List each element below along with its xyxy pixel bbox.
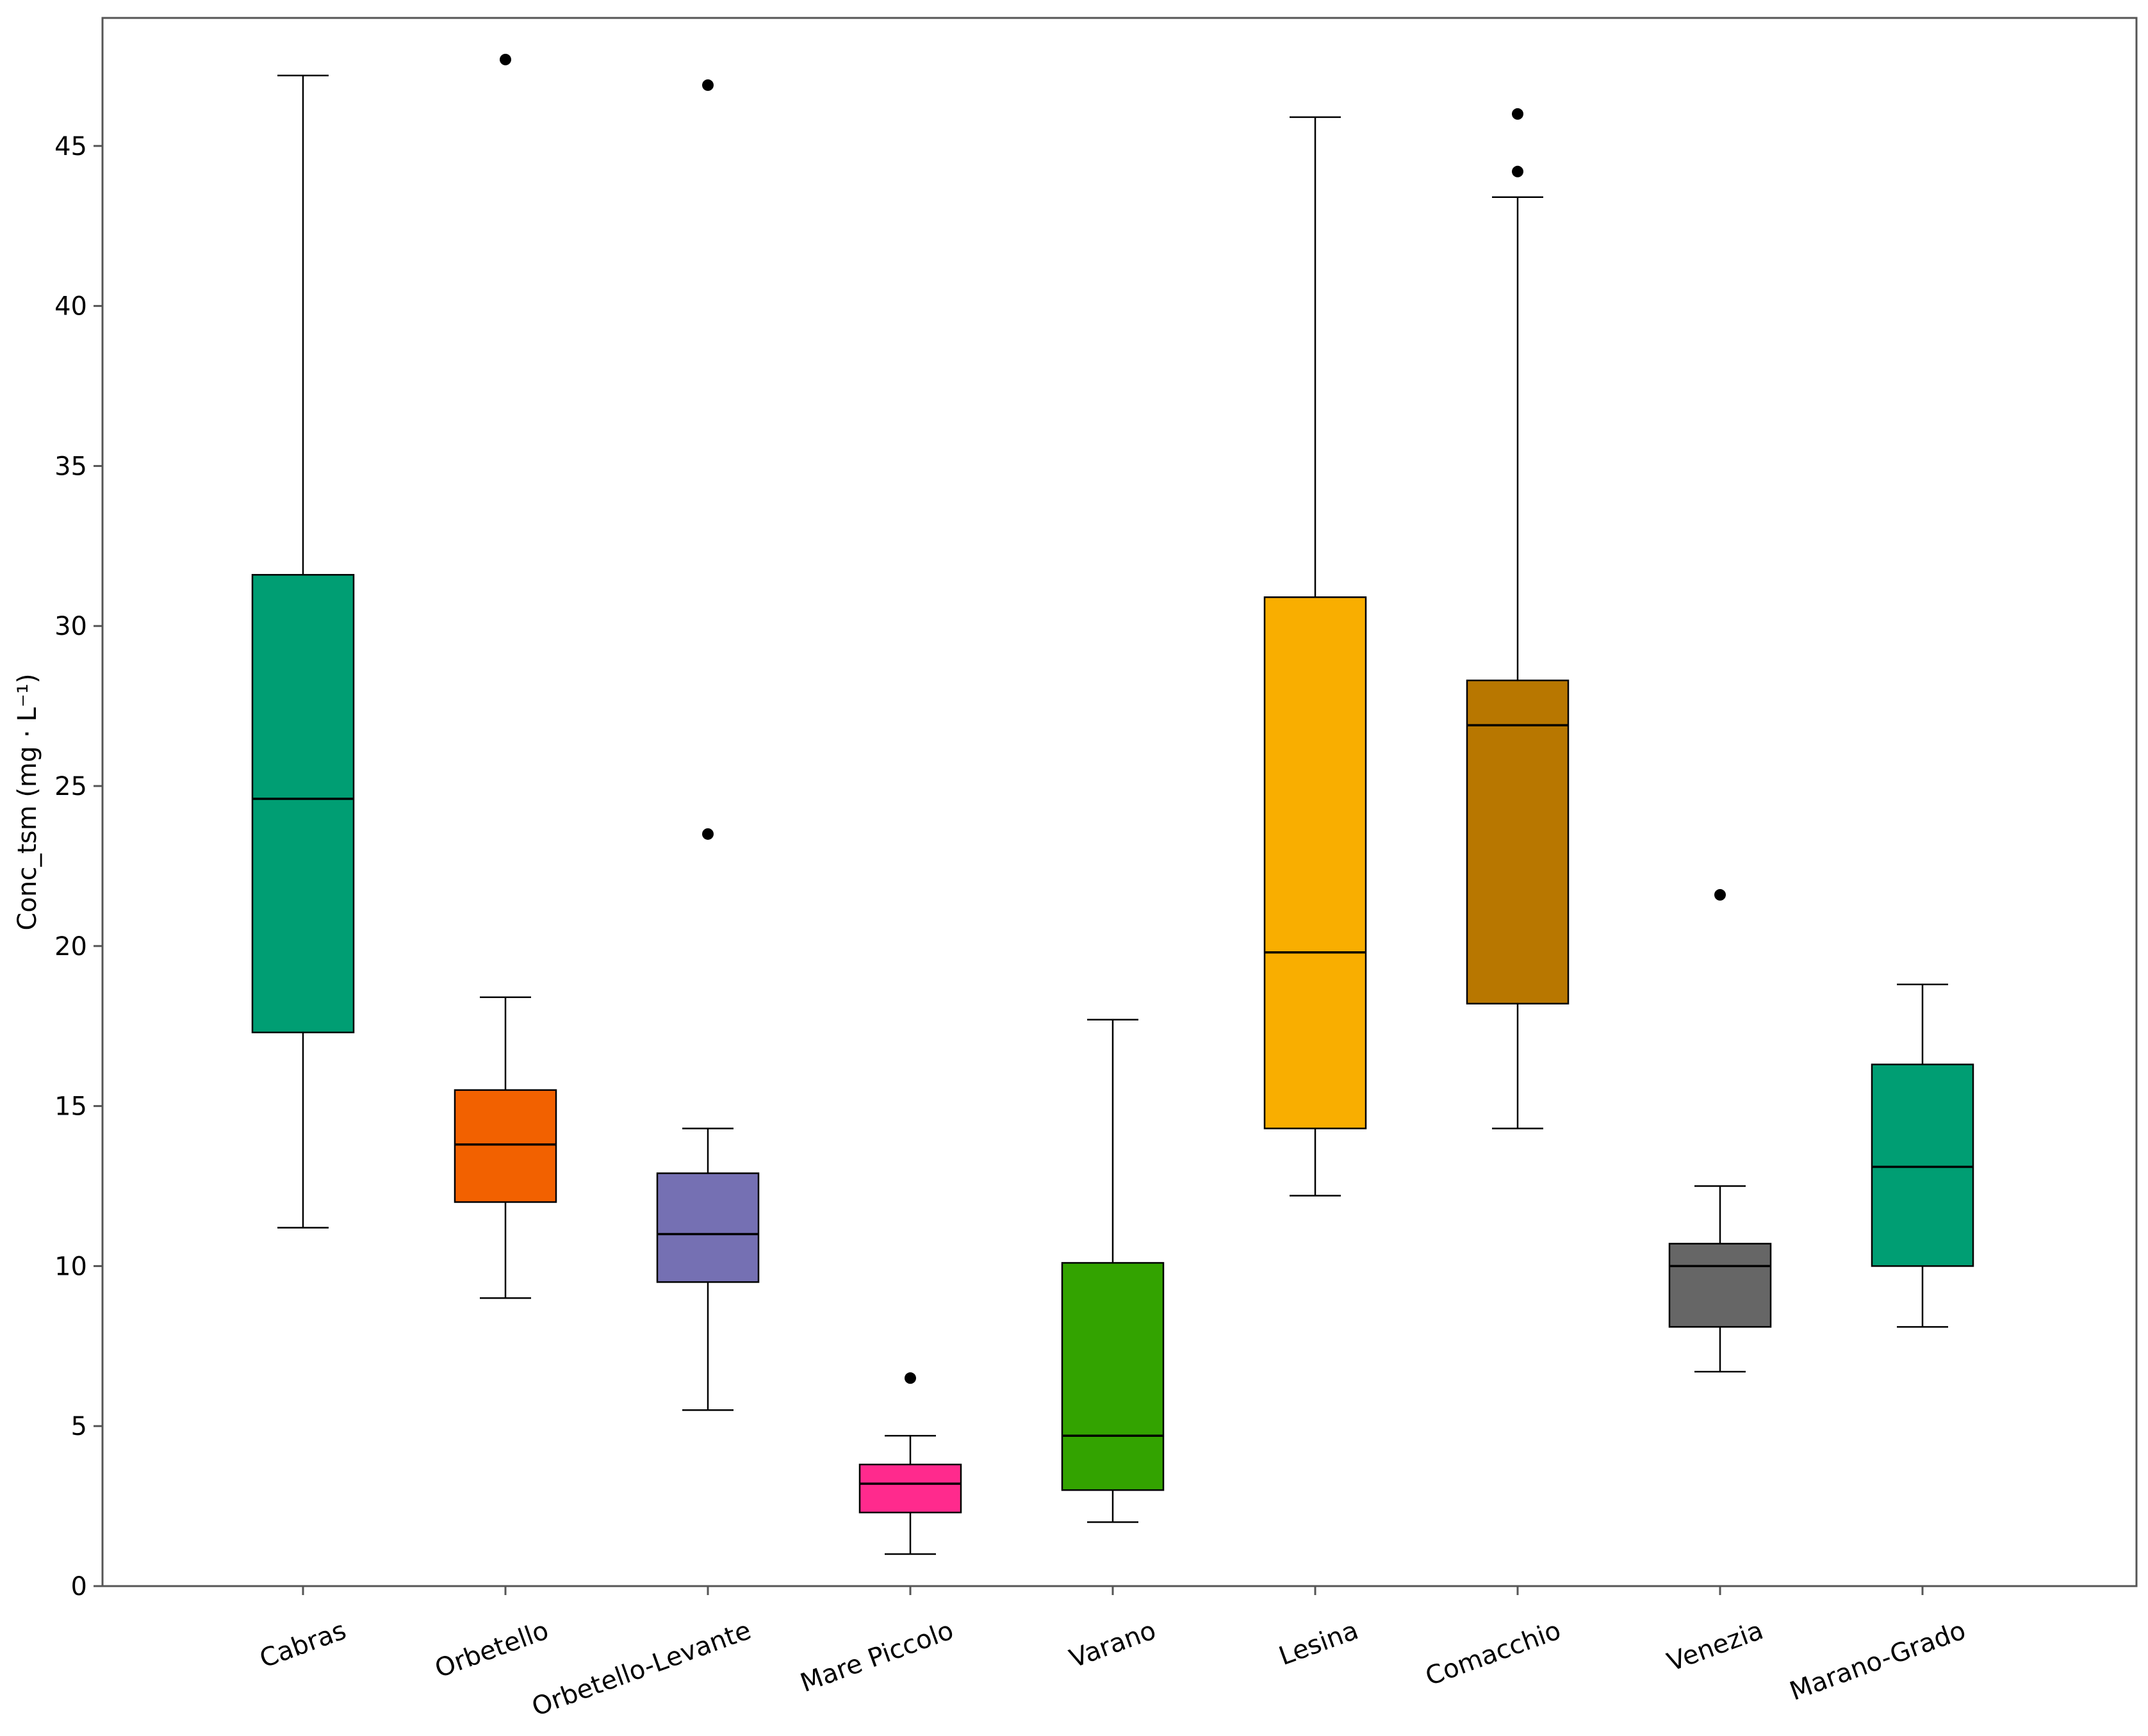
iqr-box	[1263, 596, 1367, 1129]
iqr-box	[454, 1089, 557, 1203]
outlier-point	[1512, 108, 1523, 120]
iqr-box	[251, 574, 355, 1033]
y-tick-label: 40	[54, 292, 87, 322]
outlier-point	[702, 828, 714, 840]
iqr-box	[858, 1463, 962, 1514]
box-mare-piccolo	[858, 1372, 962, 1555]
box-venezia	[1668, 888, 1772, 1373]
outlier-point	[1512, 165, 1523, 177]
iqr-box	[1466, 679, 1570, 1004]
x-category-label: Venezia	[1664, 1616, 1767, 1677]
plot-frame	[101, 17, 2138, 1587]
box-cabras	[251, 74, 355, 1229]
y-tick-label: 0	[71, 1572, 87, 1601]
y-tick-label: 15	[54, 1092, 87, 1122]
iqr-box	[1871, 1063, 1974, 1267]
y-tick-label: 10	[54, 1252, 87, 1281]
x-category-label: Varano	[1066, 1616, 1160, 1674]
x-category-label: Marano-Grado	[1786, 1616, 1970, 1707]
x-category-label: Cabras	[256, 1616, 350, 1674]
y-tick-label: 5	[71, 1412, 87, 1441]
y-tick-label: 45	[54, 132, 87, 161]
y-axis-label: Conc_tsm (mg · L⁻¹)	[13, 673, 42, 930]
box-orbetello-levante	[656, 79, 760, 1411]
y-tick-label: 35	[54, 452, 87, 481]
box-series	[251, 53, 1974, 1555]
outlier-point	[702, 79, 714, 91]
x-category-label: Mare Piccolo	[796, 1616, 957, 1698]
outlier-point	[1714, 888, 1726, 901]
y-axis: 0 5 10 15 20 25 30 35 40 45	[54, 132, 102, 1601]
box-varano	[1061, 1019, 1165, 1523]
x-category-label: Lesina	[1275, 1616, 1362, 1671]
box-lesina	[1263, 116, 1367, 1197]
x-category-label: Orbetello-Levante	[528, 1616, 755, 1722]
y-tick-label: 30	[54, 612, 87, 641]
box-comacchio	[1466, 108, 1570, 1129]
x-category-label: Orbetello	[431, 1616, 553, 1683]
y-tick-label: 20	[54, 932, 87, 962]
y-tick-label: 25	[54, 772, 87, 801]
outlier-point	[500, 53, 511, 65]
outlier-point	[905, 1372, 916, 1384]
x-category-label: Comacchio	[1422, 1616, 1564, 1692]
box-orbetello	[454, 53, 557, 1299]
iqr-box	[1061, 1262, 1165, 1491]
box-marano-grado	[1871, 983, 1974, 1328]
iqr-box	[1668, 1243, 1772, 1328]
iqr-box	[656, 1172, 760, 1283]
